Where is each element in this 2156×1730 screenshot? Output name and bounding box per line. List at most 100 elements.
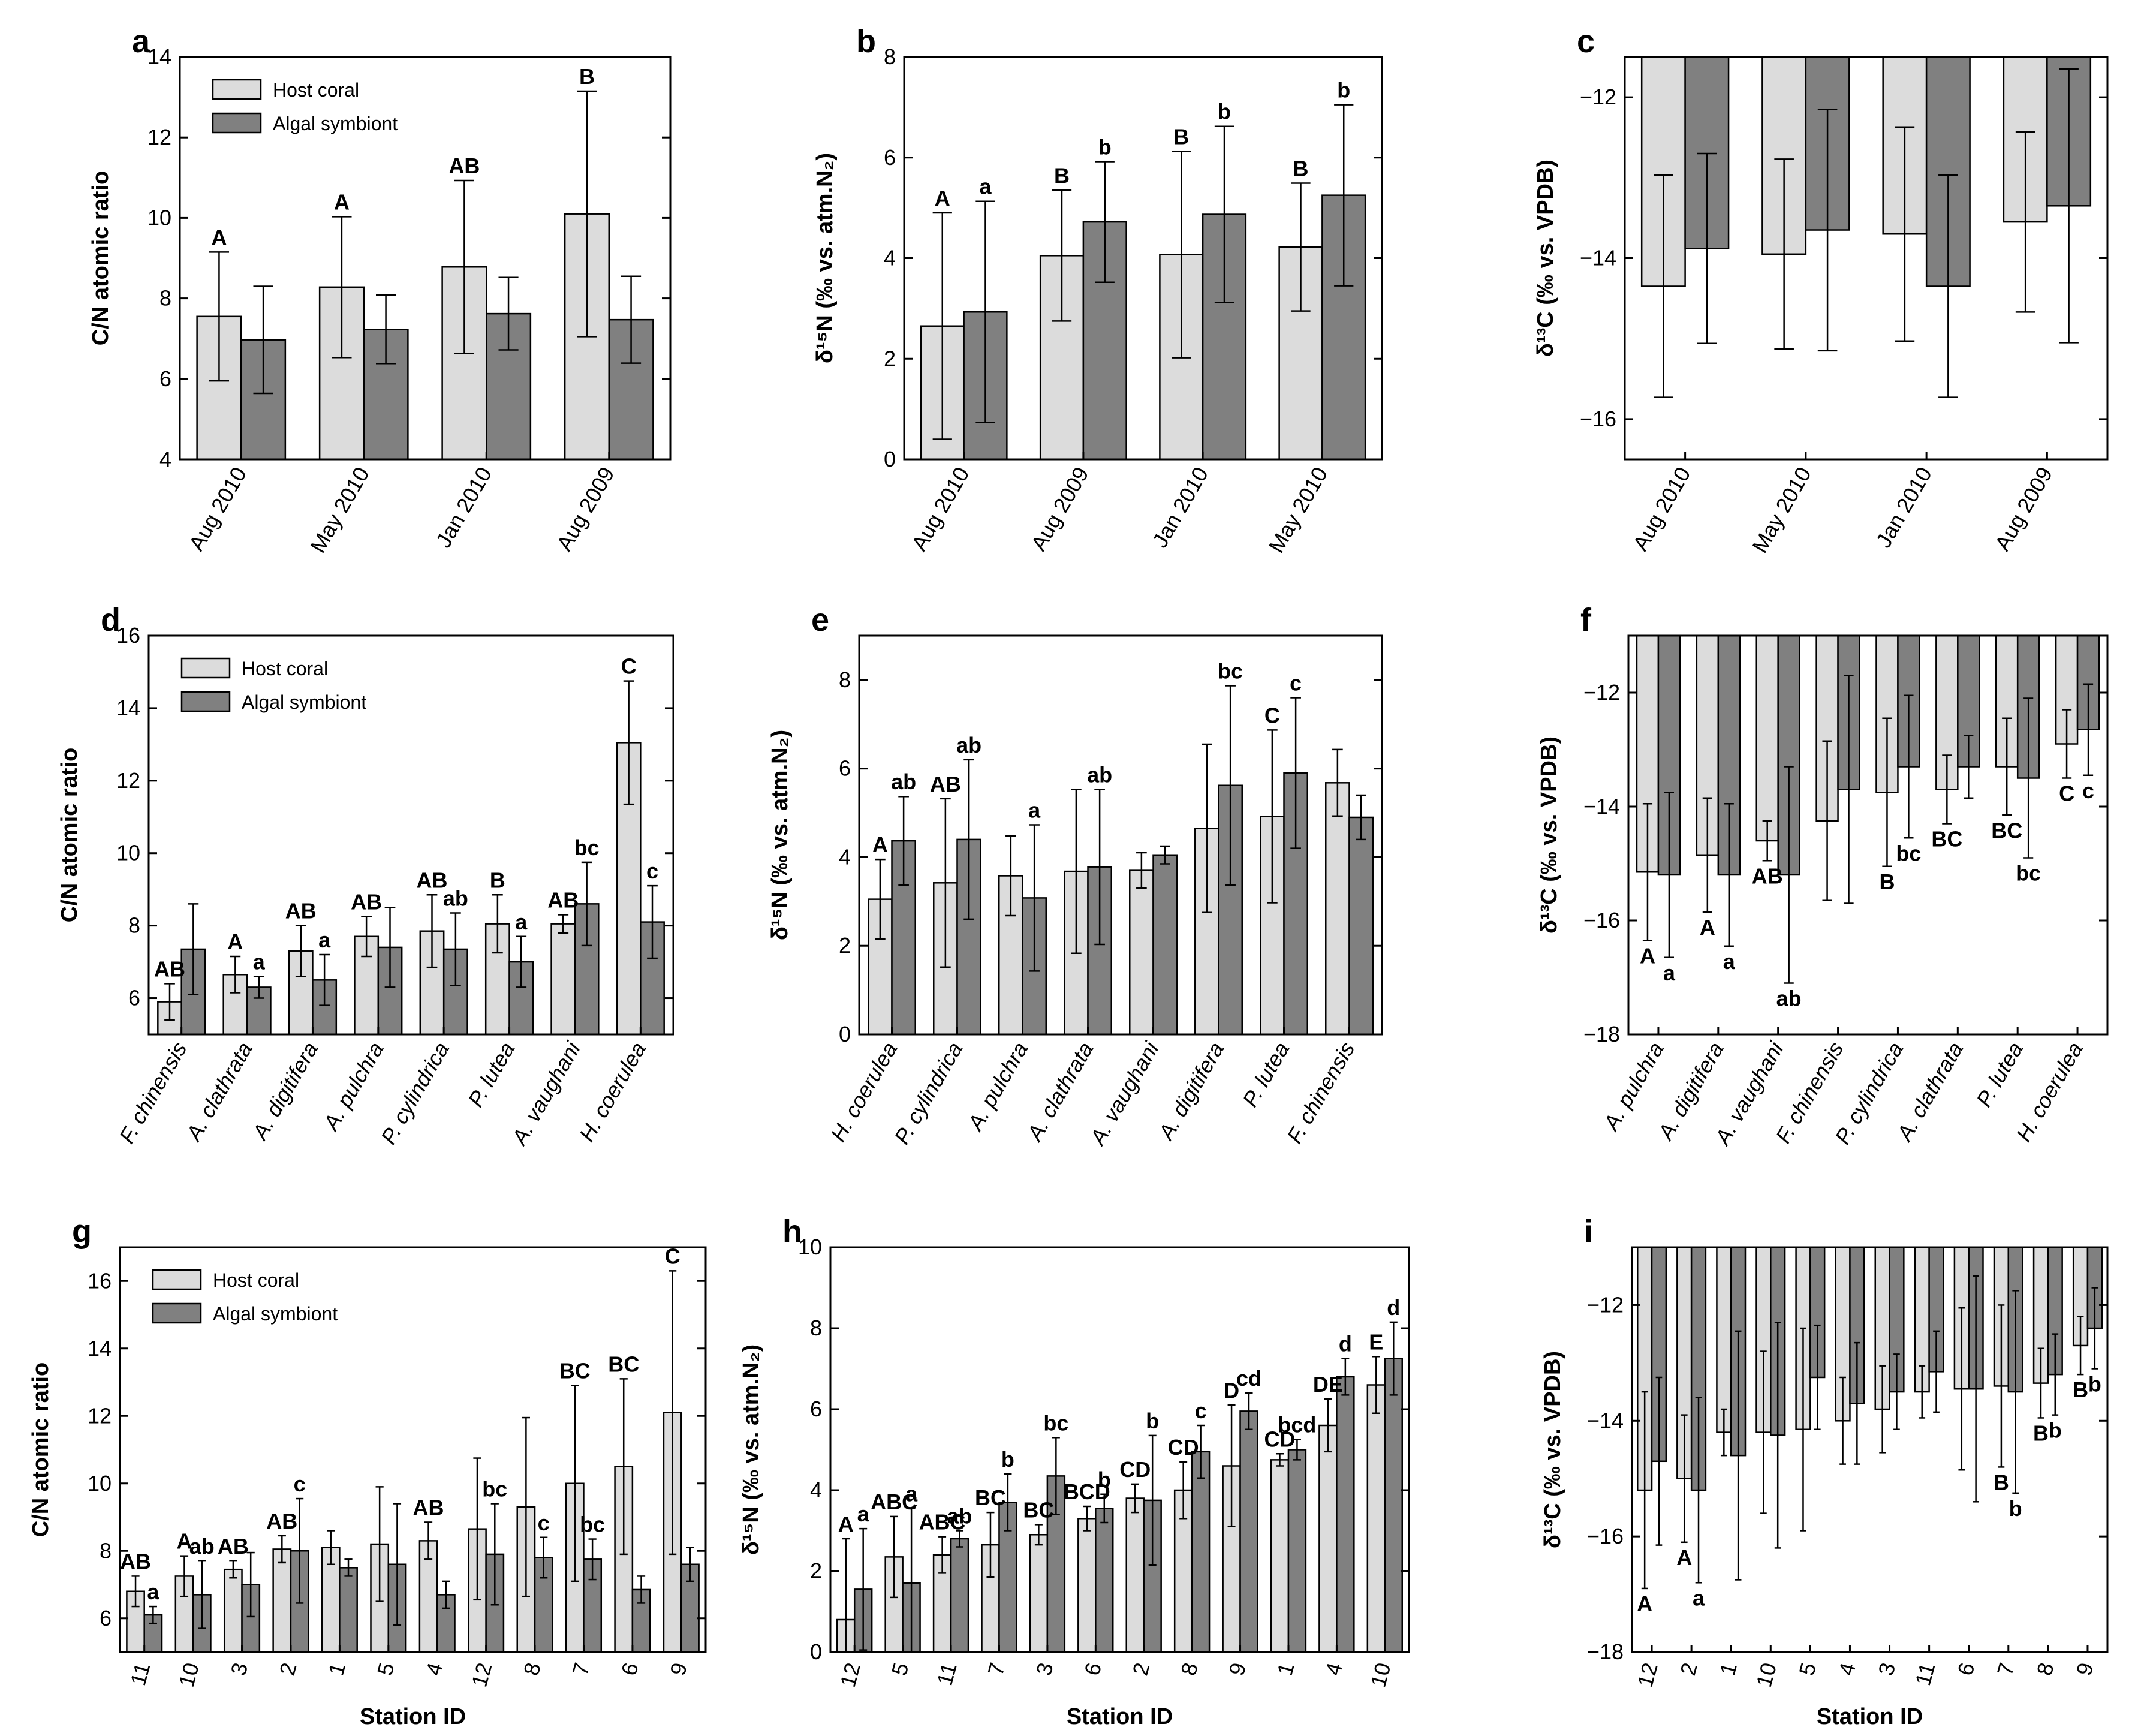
y-tick-label: −14	[1583, 794, 1620, 819]
y-tick-label: 6	[128, 986, 140, 1010]
host-significance-label: AB	[413, 1495, 444, 1520]
host-significance-label: A	[872, 832, 888, 857]
host-significance-label: BC	[1931, 827, 1962, 852]
y-tick-label: 16	[116, 623, 140, 648]
x-tick-label: 10	[1366, 1660, 1396, 1689]
y-tick-label: 16	[88, 1268, 112, 1293]
y-axis-title: δ¹³C (‰ vs. VPDB)	[1540, 1351, 1565, 1548]
legend-swatch-symbiont	[180, 691, 231, 712]
symbiont-significance-label: bc	[574, 835, 600, 860]
host-significance-label: E	[1369, 1329, 1383, 1354]
y-tick-label: 0	[839, 1022, 851, 1046]
panel-letter: c	[1577, 23, 1595, 59]
x-tick-label: A. pulchra	[318, 1038, 389, 1136]
x-tick-label: 11	[125, 1660, 155, 1688]
x-tick-label: 1	[323, 1660, 350, 1678]
x-tick-label: P. lutea	[1971, 1038, 2028, 1111]
legend-swatch-host	[180, 657, 231, 679]
y-tick-label: −12	[1587, 1292, 1624, 1317]
x-tick-label: 7	[983, 1660, 1010, 1678]
x-tick-label: 12	[835, 1660, 865, 1689]
y-tick-label: 8	[128, 913, 140, 938]
host-bar	[550, 923, 576, 1034]
x-tick-label: Jan 2010	[1147, 463, 1213, 552]
symbiont-significance-label: bc	[580, 1512, 605, 1537]
symbiont-significance-label: b	[1098, 134, 1112, 159]
y-tick-label: 8	[100, 1538, 112, 1563]
host-bar	[1325, 782, 1350, 1034]
x-tick-label: A. digitifera	[247, 1038, 323, 1145]
y-tick-label: −14	[1580, 246, 1616, 270]
symbiont-significance-label: c	[646, 859, 658, 883]
symbiont-significance-label: ab	[947, 1504, 972, 1529]
x-tick-label: F. chinensis	[1282, 1038, 1359, 1148]
host-significance-label: B	[579, 64, 595, 89]
symbiont-significance-label: a	[1028, 798, 1041, 823]
x-tick-label: 8	[2032, 1660, 2059, 1678]
host-significance-label: B	[1879, 869, 1895, 894]
x-tick-label: P. lutea	[463, 1038, 519, 1111]
symbiont-significance-label: a	[318, 928, 331, 952]
host-significance-label: B	[2073, 1377, 2088, 1402]
symbiont-significance-label: a	[857, 1502, 870, 1526]
y-tick-label: 2	[884, 346, 896, 371]
x-tick-label: 12	[466, 1660, 496, 1689]
bars-group	[1640, 57, 2092, 398]
symbiont-significance-label: a	[253, 949, 266, 974]
y-tick-label: −12	[1580, 85, 1616, 109]
symbiont-significance-label: a	[905, 1481, 918, 1506]
x-tick-label: Aug 2009	[1026, 463, 1094, 555]
y-tick-label: −16	[1580, 407, 1616, 431]
x-tick-label: May 2010	[1264, 463, 1333, 557]
x-tick-label: 7	[1992, 1660, 2019, 1678]
host-significance-label: AB	[930, 772, 961, 796]
y-tick-label: 14	[147, 44, 171, 69]
legend-swatch-host	[152, 1269, 202, 1290]
host-significance-label: BC	[559, 1359, 591, 1383]
symbiont-significance-label: c	[1290, 670, 1302, 695]
host-significance-label: AB	[285, 899, 317, 923]
legend-swatch-host	[212, 79, 262, 100]
host-significance-label: B	[2033, 1421, 2049, 1445]
x-axis-title: Station ID	[1067, 1704, 1173, 1729]
y-tick-label: 0	[810, 1639, 822, 1664]
x-tick-label: 10	[1751, 1660, 1781, 1689]
symbiont-significance-label: a	[147, 1579, 159, 1604]
y-axis-title: δ¹⁵N (‰ vs. atm.N₂)	[739, 1344, 764, 1555]
bars-group	[836, 1321, 1403, 1652]
symbiont-bar	[950, 1538, 969, 1652]
symbiont-significance-label: ab	[189, 1534, 215, 1558]
panel-letter: g	[72, 1214, 92, 1250]
y-axis-title: C/N atomic ratio	[28, 1362, 53, 1537]
y-tick-label: 12	[116, 768, 140, 793]
x-tick-label: 1	[1272, 1660, 1299, 1678]
x-tick-label: A. vaughani	[1085, 1037, 1164, 1150]
x-tick-label: F. chinensis	[114, 1038, 191, 1148]
host-significance-label: ABC	[919, 1510, 966, 1535]
panel-letter: d	[101, 602, 121, 638]
legend-swatch-symbiont	[152, 1302, 202, 1324]
symbiont-significance-label: c	[294, 1472, 306, 1496]
host-bar	[1755, 636, 1779, 842]
host-significance-label: CD	[1119, 1457, 1151, 1482]
x-tick-label: 9	[2071, 1660, 2098, 1678]
host-significance-label: BC	[975, 1485, 1006, 1510]
x-tick-label: 8	[1176, 1660, 1203, 1678]
x-tick-label: 6	[616, 1660, 643, 1678]
y-tick-label: 4	[810, 1478, 822, 1502]
panel-letter: f	[1580, 602, 1592, 638]
y-tick-label: 0	[884, 447, 896, 471]
symbiont-significance-label: bc	[482, 1477, 507, 1502]
symbiont-significance-label: a	[1663, 961, 1676, 985]
symbiont-significance-label: b	[1337, 78, 1350, 103]
y-tick-label: 10	[116, 841, 140, 865]
symbiont-significance-label: bcd	[1278, 1413, 1316, 1437]
panel-a: A A AB B 4 6 8 10 12 14 Aug 2010 May 2010 Jan 2010 Au…	[88, 23, 672, 557]
symbiont-bar	[339, 1567, 358, 1652]
host-significance-label: A	[1640, 943, 1655, 968]
